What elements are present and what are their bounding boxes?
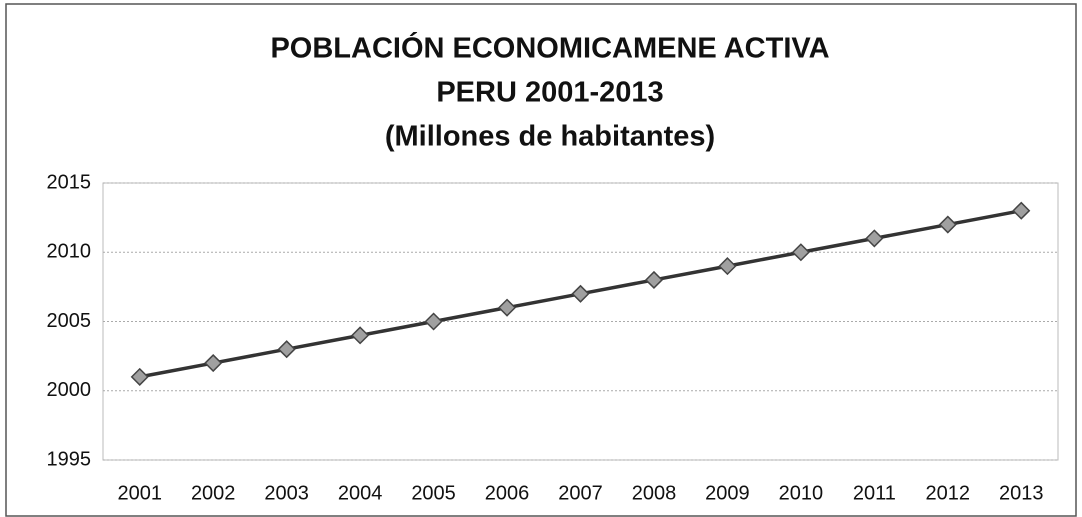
y-tick-label: 2000 <box>47 379 92 401</box>
x-tick-label: 2005 <box>411 482 456 504</box>
x-tick-label: 2009 <box>705 482 750 504</box>
marker <box>791 243 810 262</box>
x-tick-label: 2008 <box>632 482 677 504</box>
marker <box>424 312 443 331</box>
x-tick-label: 2003 <box>264 482 309 504</box>
x-tick-label: 2002 <box>191 482 236 504</box>
x-tick-label: 2004 <box>338 482 383 504</box>
marker <box>130 367 149 386</box>
chart-title: (Millones de habitantes) <box>385 121 715 153</box>
x-tick-label: 2013 <box>999 482 1044 504</box>
chart-title: PERU 2001-2013 <box>436 77 663 109</box>
marker <box>571 284 590 303</box>
x-tick-label: 2001 <box>117 482 162 504</box>
marker <box>718 257 737 276</box>
chart-frame <box>5 3 1077 517</box>
chart-title: POBLACIÓN ECONOMICAMENE ACTIVA <box>270 31 829 65</box>
marker <box>865 229 884 248</box>
y-tick-label: 2005 <box>47 310 92 332</box>
marker <box>644 270 664 290</box>
marker <box>497 298 517 317</box>
marker <box>938 215 957 234</box>
marker <box>1012 201 1031 220</box>
x-tick-label: 2006 <box>485 482 530 504</box>
marker <box>204 353 223 373</box>
y-tick-label: 2015 <box>47 171 92 193</box>
marker <box>277 340 296 359</box>
x-tick-label: 2007 <box>558 482 603 504</box>
y-tick-label: 2010 <box>47 241 92 263</box>
x-tick-label: 2010 <box>779 482 824 504</box>
x-tick-label: 2011 <box>853 482 896 504</box>
y-tick-label: 1995 <box>47 448 92 470</box>
marker <box>351 326 370 345</box>
x-tick-label: 2012 <box>926 482 971 504</box>
